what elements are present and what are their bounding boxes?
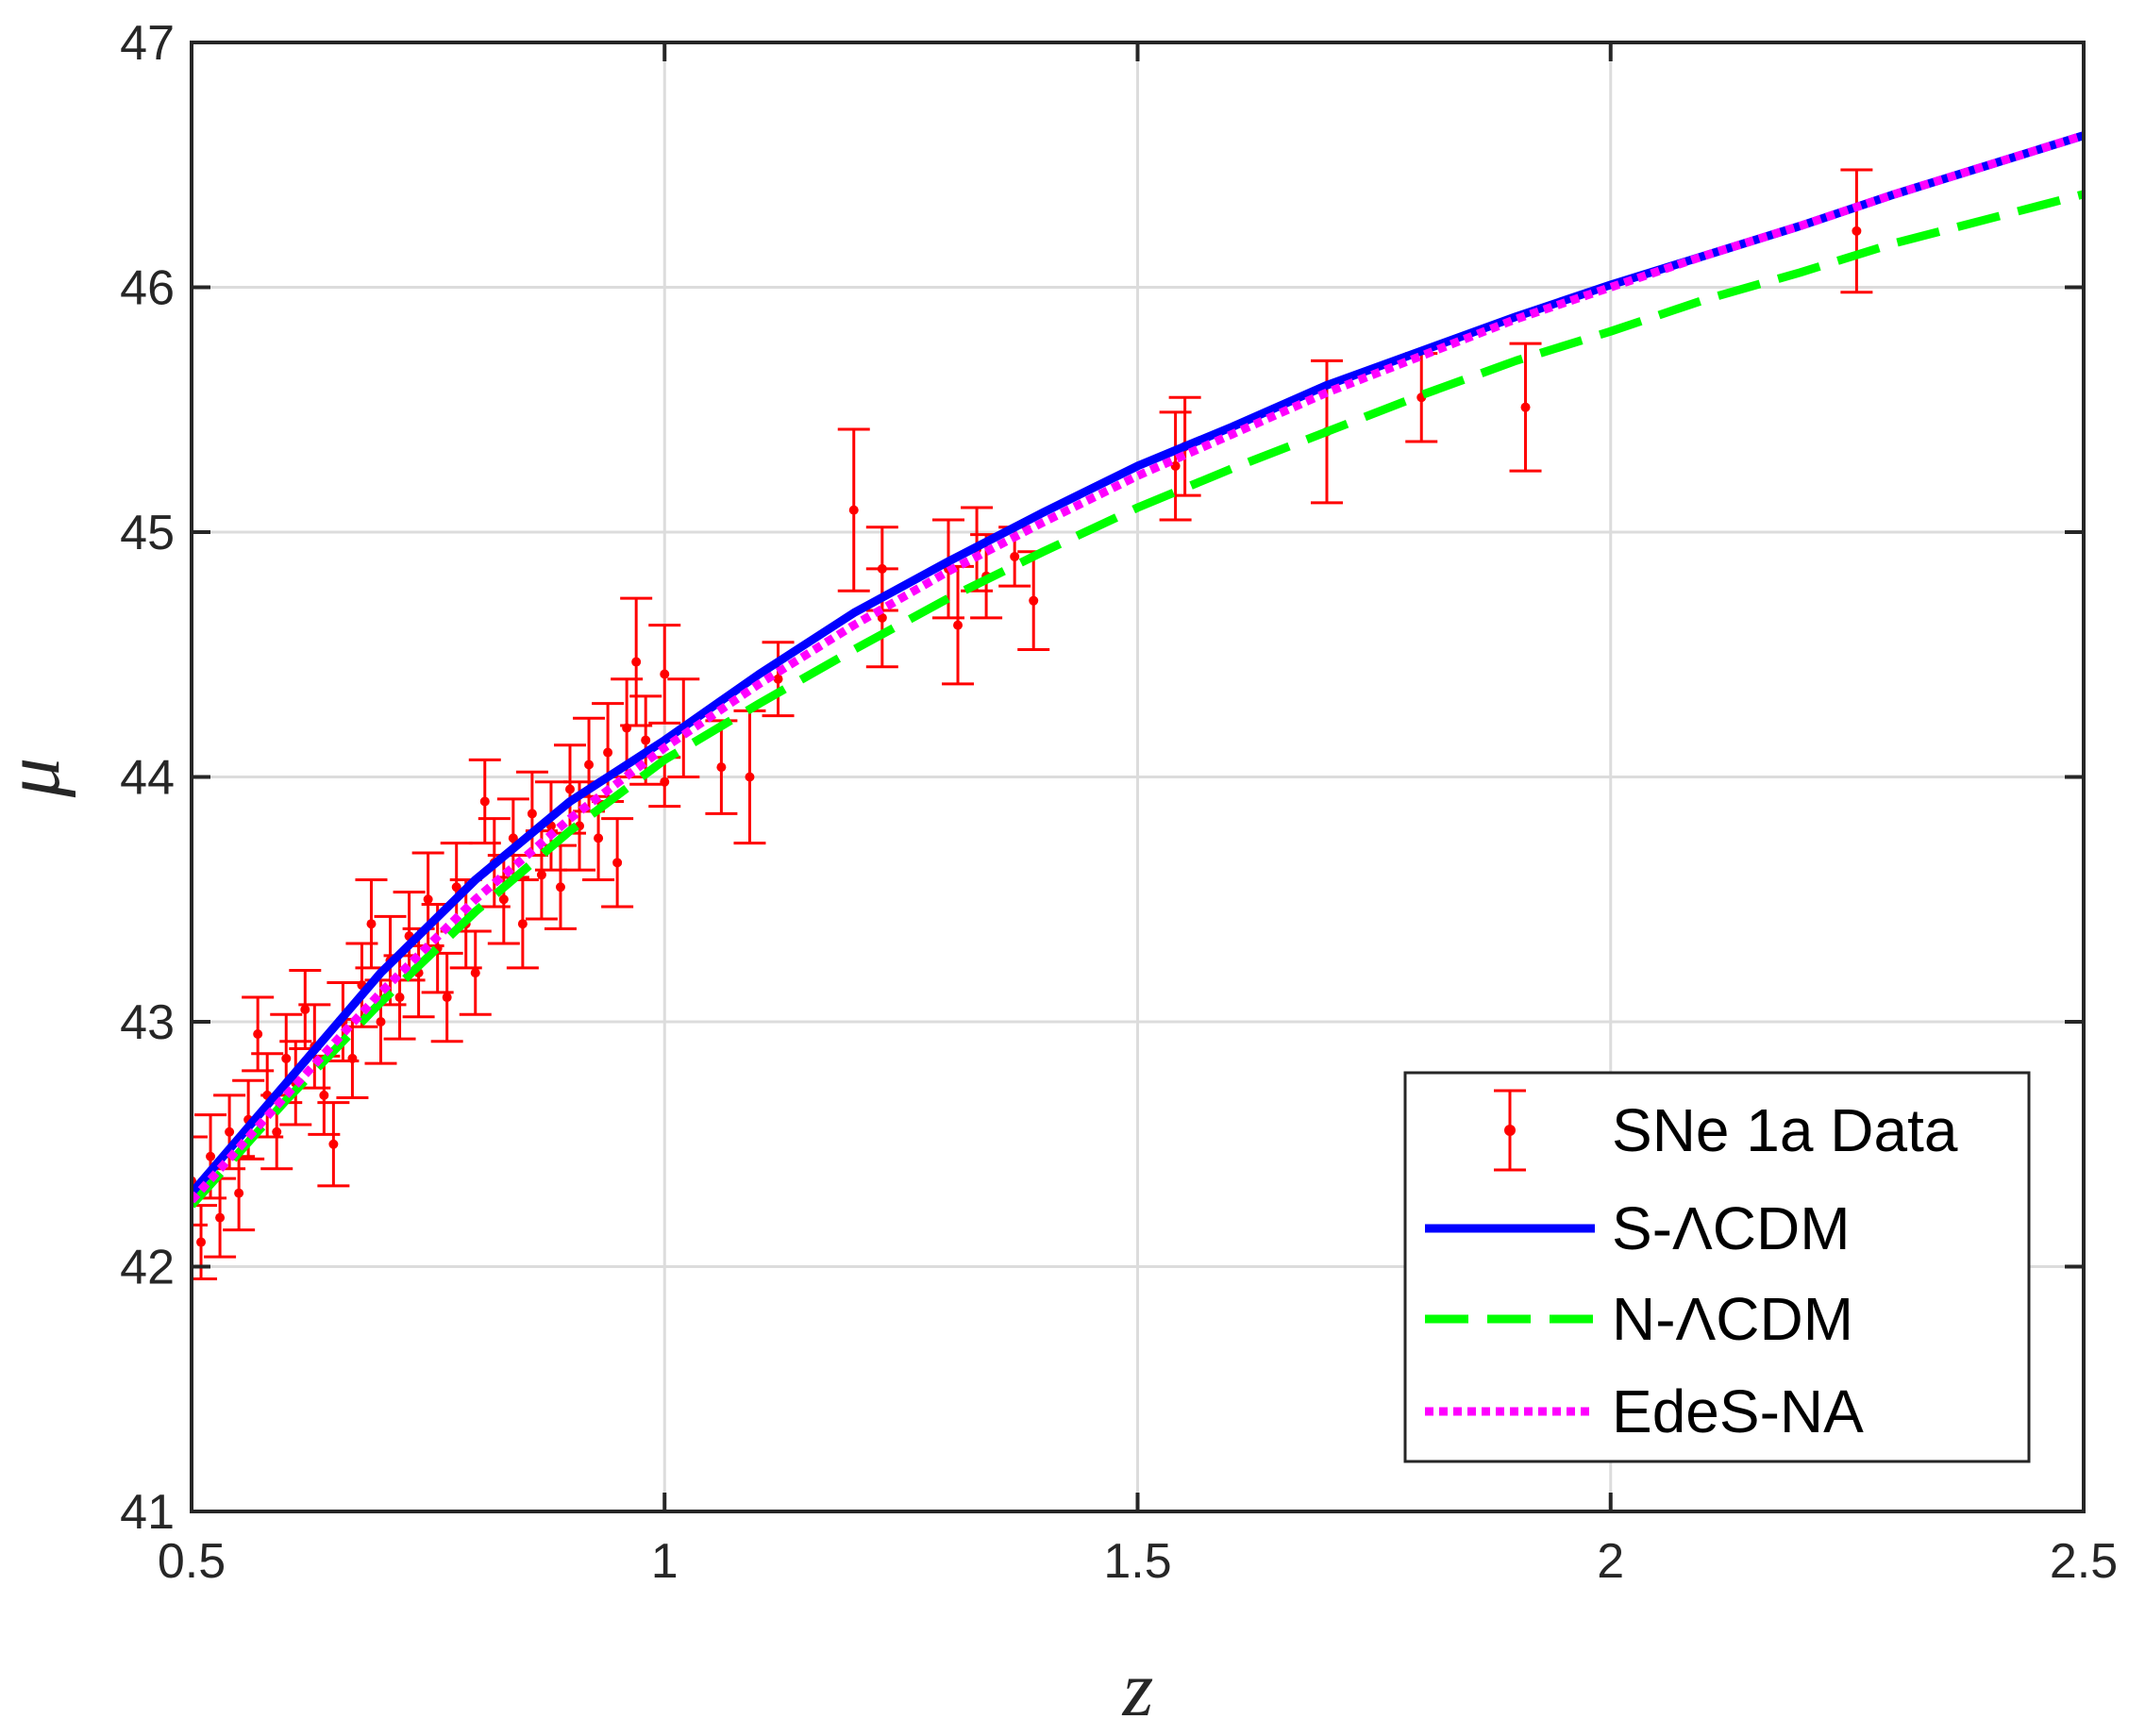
tick-labels: 0.5 1 1.5 2 2.5 41 42 43 44 45 46 47 (120, 16, 2118, 1589)
legend-entry-n_lcdm: N-ΛCDM (1425, 1285, 1853, 1353)
data-marker (423, 894, 433, 905)
data-marker (470, 968, 480, 978)
legend: SNe 1a Data S-ΛCDM N-ΛCDM EdeS-NA (1403, 1071, 2031, 1463)
legend-label: SNe 1a Data (1612, 1096, 1958, 1164)
x-tick-label: 1.5 (1103, 1534, 1171, 1589)
data-marker (376, 1017, 386, 1027)
axis-ticks (190, 41, 2086, 1513)
data-point (383, 954, 416, 1041)
data-marker (253, 1028, 263, 1039)
data-point (1159, 410, 1192, 522)
data-marker (479, 796, 490, 807)
y-tick-label: 47 (120, 16, 175, 71)
x-tick-label: 2.5 (2050, 1534, 2118, 1589)
data-point (289, 969, 322, 1051)
data-marker (877, 612, 887, 623)
data-point (544, 843, 577, 930)
data-point (733, 709, 766, 845)
data-marker (660, 669, 670, 679)
data-marker (394, 993, 405, 1003)
data-marker (953, 620, 964, 630)
data-marker (442, 993, 452, 1003)
data-marker (612, 858, 623, 868)
data-marker (716, 762, 727, 773)
data-marker (565, 784, 575, 794)
data-marker (773, 674, 783, 684)
x-axis-title: z (1122, 1645, 1154, 1733)
data-point (1840, 168, 1873, 294)
legend-marker (1504, 1125, 1516, 1136)
data-point (648, 624, 681, 725)
series-s_lcdm (192, 131, 2084, 1196)
y-tick-label: 43 (120, 995, 175, 1050)
data-point (865, 567, 898, 669)
data-point (192, 1204, 218, 1280)
y-tick-label: 45 (120, 506, 175, 560)
data-point (459, 929, 492, 1016)
data-marker (584, 760, 595, 770)
data-marker (347, 1053, 358, 1063)
data-marker (498, 894, 509, 905)
y-tick-label: 41 (120, 1485, 175, 1540)
data-point (573, 716, 606, 813)
data-marker (848, 505, 859, 515)
data-marker (328, 1139, 339, 1149)
x-tick-label: 1 (651, 1534, 679, 1589)
data-marker (631, 657, 642, 667)
data-marker (319, 1090, 329, 1100)
data-marker (206, 1151, 216, 1161)
data-marker (527, 809, 537, 819)
data-point (515, 770, 548, 858)
y-tick-label: 46 (120, 261, 175, 316)
data-marker (641, 735, 651, 745)
x-tick-label: 0.5 (158, 1534, 226, 1589)
legend-entry-data: SNe 1a Data (1494, 1089, 1958, 1172)
data-point (762, 641, 795, 718)
data-marker (215, 1212, 226, 1223)
data-marker (508, 833, 518, 843)
data-marker (281, 1053, 292, 1063)
legend-entry-s_lcdm: S-ΛCDM (1425, 1194, 1851, 1262)
data-marker (660, 776, 670, 787)
data-marker (603, 747, 613, 758)
data-marker (1170, 460, 1181, 471)
data-marker (536, 870, 546, 880)
data-point (837, 427, 870, 593)
data-marker (300, 1005, 310, 1015)
data-point (317, 1101, 350, 1188)
data-point (1509, 342, 1542, 473)
data-marker (555, 882, 565, 893)
y-tick-label: 42 (120, 1241, 175, 1295)
series-edes_na (192, 131, 2084, 1204)
data-marker (272, 1127, 282, 1137)
series-n_lcdm (192, 190, 2084, 1209)
data-marker (1029, 595, 1039, 606)
data-marker (517, 919, 528, 929)
data-marker (1852, 225, 1862, 236)
data-marker (225, 1127, 235, 1137)
data-marker (1520, 402, 1531, 412)
y-axis-title: μ (0, 758, 76, 798)
data-marker (745, 772, 755, 782)
series-layer (192, 131, 2084, 1209)
data-marker (234, 1188, 244, 1198)
legend-label: N-ΛCDM (1612, 1285, 1853, 1353)
legend-label: EdeS-NA (1612, 1377, 1864, 1445)
data-marker (1010, 551, 1020, 561)
legend-label: S-ΛCDM (1612, 1194, 1851, 1262)
legend-entry-edes_na: EdeS-NA (1425, 1377, 1864, 1445)
x-tick-label: 2 (1597, 1534, 1624, 1589)
data-marker (366, 919, 377, 929)
data-marker (451, 882, 461, 893)
data-marker (594, 833, 604, 843)
data-marker (196, 1237, 207, 1247)
data-point (601, 817, 634, 909)
y-tick-label: 44 (120, 751, 175, 806)
